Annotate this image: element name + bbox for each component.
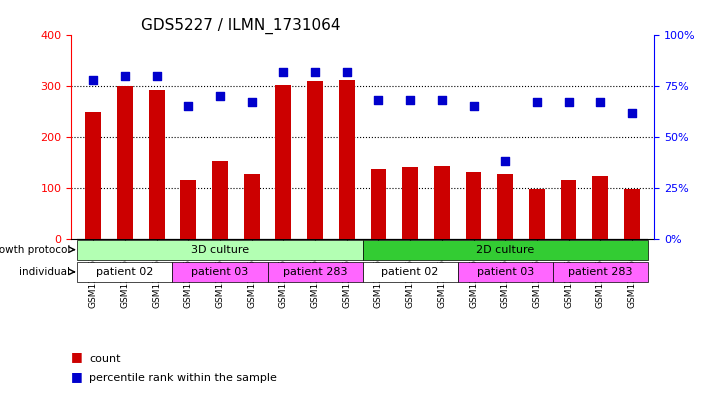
Bar (592, 176, 608, 239)
Point (563, 99, 574, 106)
Text: percentile rank within the sample: percentile rank within the sample (89, 373, 277, 383)
Point (309, 69, 321, 75)
FancyBboxPatch shape (267, 262, 363, 282)
Point (626, 109, 638, 116)
Text: growth protocol: growth protocol (0, 244, 70, 255)
Bar (561, 180, 577, 239)
Bar (149, 90, 164, 239)
Text: ■: ■ (71, 370, 83, 383)
Point (151, 73, 162, 79)
Bar (85, 112, 101, 239)
Bar (181, 180, 196, 239)
Bar (117, 86, 133, 239)
Bar (339, 80, 355, 239)
Text: individual: individual (19, 267, 70, 277)
Bar (529, 189, 545, 239)
Text: patient 283: patient 283 (283, 267, 348, 277)
Text: 2D culture: 2D culture (476, 244, 535, 255)
FancyBboxPatch shape (77, 240, 363, 260)
Bar (244, 174, 260, 239)
Bar (370, 169, 386, 239)
FancyBboxPatch shape (458, 262, 552, 282)
Text: 3D culture: 3D culture (191, 244, 249, 255)
Text: count: count (89, 354, 120, 364)
Bar (624, 189, 640, 239)
Point (373, 97, 384, 103)
Point (405, 97, 416, 103)
Point (531, 99, 542, 106)
Point (214, 93, 225, 99)
Text: patient 03: patient 03 (191, 267, 249, 277)
FancyBboxPatch shape (363, 240, 648, 260)
Point (436, 97, 447, 103)
FancyBboxPatch shape (77, 262, 173, 282)
Bar (434, 166, 450, 239)
Text: ■: ■ (71, 351, 83, 364)
FancyBboxPatch shape (363, 262, 458, 282)
Text: patient 283: patient 283 (568, 267, 633, 277)
Bar (212, 161, 228, 239)
Point (246, 99, 257, 106)
Text: patient 02: patient 02 (96, 267, 154, 277)
Text: patient 03: patient 03 (476, 267, 534, 277)
Bar (497, 174, 513, 239)
Point (341, 69, 353, 75)
Text: patient 02: patient 02 (381, 267, 439, 277)
Bar (307, 81, 323, 239)
Point (119, 73, 131, 79)
Text: GDS5227 / ILMN_1731064: GDS5227 / ILMN_1731064 (141, 18, 341, 34)
Bar (402, 167, 418, 239)
Point (468, 103, 479, 110)
Point (500, 158, 511, 164)
Point (594, 99, 606, 106)
FancyBboxPatch shape (173, 262, 267, 282)
FancyBboxPatch shape (552, 262, 648, 282)
Bar (466, 173, 481, 239)
Point (183, 103, 194, 110)
Point (87, 77, 99, 83)
Point (278, 69, 289, 75)
Bar (275, 85, 292, 239)
